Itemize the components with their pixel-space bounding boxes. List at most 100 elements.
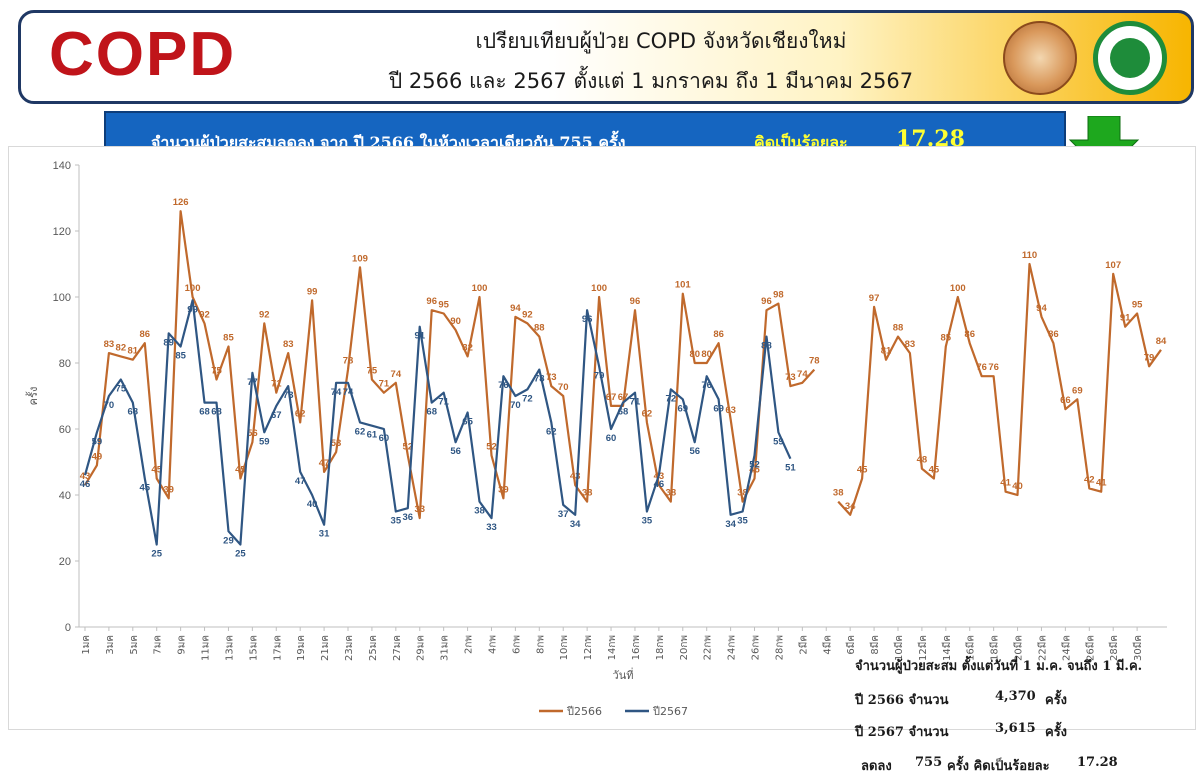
x-tick-label: 2กพ [464,635,475,654]
x-tick-label: 26กพ [751,635,762,660]
series-2567-data-label: 25 [151,549,162,560]
series-2567-data-label: 68 [426,407,437,418]
x-tick-label: 21มค [320,635,331,661]
series-2566-data-label: 38 [582,488,593,499]
x-tick-label: 3มค [105,635,116,655]
x-tick-label: 24มีค [1060,635,1072,661]
series-2566-data-label: 86 [713,329,724,340]
series-2566-data-label: 43 [80,471,91,482]
x-tick-label: 25มค [368,635,379,661]
series-2566-data-label: 96 [426,296,437,307]
series-2566-data-label: 84 [1156,336,1167,347]
chart-container: 0 20 40 60 80 100 120 140 ครั้ง 1มค 3มค 5มค 7มค 9มค 11… [8,146,1196,774]
series-2567-data-label: 71 [438,397,449,408]
y-axis-title: ครั้ง [25,387,40,406]
x-tick-label: 26มีค [1084,635,1096,661]
x-tick-label: 19มค [296,635,307,661]
x-tick-label: 2มีค [797,635,809,655]
series-2566-data-label: 95 [1132,300,1143,311]
series-2566-data-label: 49 [92,451,103,462]
series-2566-data-label: 80 [689,349,700,360]
page-title: เปรียบเทียบผู้ป่วย COPD จังหวัดเชียงใหม่ [475,29,847,53]
series-2567-data-label: 70 [104,400,115,411]
x-tick-label: 10กพ [559,635,570,660]
series-2566-data-label: 86 [1048,329,1059,340]
series-2567-data-label: 79 [594,370,605,381]
series-2567-data-label: 70 [510,400,521,411]
y-tick-label: 140 [53,160,71,172]
series-2566-data-label: 56 [247,428,258,439]
x-tick-label: 30มีค [1132,635,1144,661]
series-2567-data-label: 77 [247,377,258,388]
series-2566-data-label: 92 [522,309,533,320]
series-2567-line [83,299,792,546]
series-2566-data-label: 126 [173,197,189,208]
x-tick-label: 20มีค [1013,635,1025,661]
series-2567-data-label: 88 [761,341,772,352]
series-2566-data-label: 82 [462,342,473,353]
summary-2567-unit: ครั้ง [1045,725,1068,740]
series-2566-data-label: 45 [235,465,246,476]
x-tick-label: 22กพ [703,635,714,660]
x-tick-label: 6มีค [845,635,857,655]
series-2567-data-label: 74 [343,387,354,398]
x-tick-label: 17มค [272,635,283,661]
series-2566-data-label: 73 [546,372,557,383]
series-2567-data-label: 69 [713,403,724,414]
series-2566-data-label: 92 [259,309,270,320]
series-2566-data-label: 79 [1144,352,1155,363]
series-2567-data-label: 67 [271,410,282,421]
y-tick-label: 20 [59,556,71,568]
legend-label-series-2567: ปี2567 [652,705,688,718]
series-2566-data-label: 78 [809,356,820,367]
ministry-of-public-health-seal-icon [1093,21,1167,95]
x-tick-label: 6กพ [511,635,522,654]
series-2567-data-label: 36 [403,512,414,523]
series-2567-data-label: 29 [223,535,234,546]
series-2566-data-label: 45 [929,465,940,476]
series-2566-data-label: 75 [367,366,378,377]
series-2566-data-label: 71 [379,379,390,390]
x-tick-label: 23มค [344,635,355,661]
series-2566-data-label: 40 [1012,481,1023,492]
y-tick-label: 100 [53,292,71,304]
series-2566-data-label: 41 [1096,478,1107,489]
series-2566-data-label: 90 [450,316,461,327]
summary-2566-label: ปี 2566 จำนวน [855,693,949,708]
x-tick-label: 8มีค [869,635,881,655]
series-2566-data-label: 94 [1036,303,1047,314]
series-2567-data-label: 85 [175,351,186,362]
series-2567-data-label: 59 [773,436,784,447]
x-tick-label: 9มค [177,635,188,655]
series-2566-data-label: 52 [403,441,414,452]
series-2566-data-label: 110 [1022,250,1037,261]
copd-logo-text: COPD [49,20,237,89]
series-2566-data-label: 70 [558,382,569,393]
series-2567-data-label: 73 [283,390,294,401]
series-2567-data-label: 52 [749,459,760,470]
series-2566-data-label: 91 [1120,313,1131,324]
series-2566-data-label: 96 [630,296,641,307]
series-2566-data-label: 99 [307,286,318,297]
header-banner: COPD เปรียบเทียบผู้ป่วย COPD จังหวัดเชีย… [18,10,1194,104]
series-2566-data-label: 88 [893,323,904,334]
y-tick-label: 40 [59,490,71,502]
series-2566-data-label: 75 [211,366,222,377]
series-2567-data-label: 35 [737,516,748,527]
series-2567-data-label: 40 [307,499,318,510]
series-2567-data-label: 75 [116,384,127,395]
summary-2567-label: ปี 2567 จำนวน [855,725,949,740]
summary-2566-value: 4,370 [995,689,1036,704]
series-2566-data-label: 76 [988,362,999,373]
series-2566-data-label: 86 [964,329,975,340]
x-tick-label: 20กพ [679,635,690,660]
series-2566-data-label: 67 [618,392,629,403]
series-2566-data-label: 67 [606,392,617,403]
series-2566-data-label: 97 [869,293,880,304]
series-2567-data-label: 34 [570,519,581,530]
x-tick-label: 10มีค [893,635,905,661]
x-tick-label: 14มีค [941,635,953,661]
series-2567-data-label: 34 [725,519,736,530]
x-tick-label: 15มค [248,635,259,661]
series-2566-data-label: 45 [749,465,760,476]
